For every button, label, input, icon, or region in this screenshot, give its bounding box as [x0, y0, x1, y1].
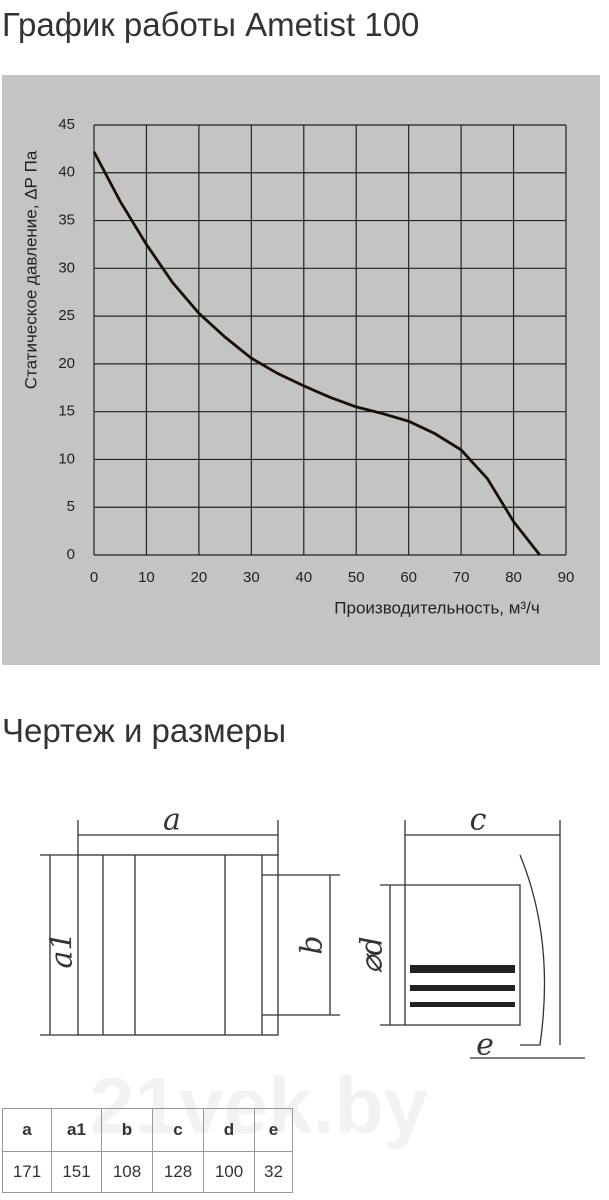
y-tick-label: 25 [58, 307, 75, 324]
x-tick-label: 30 [243, 569, 260, 586]
y-tick-label: 10 [58, 450, 75, 467]
x-tick-label: 10 [138, 569, 155, 586]
drawing [40, 820, 585, 1059]
y-tick-label: 20 [58, 355, 75, 372]
curve [92, 151, 541, 556]
table-cell: 171 [2, 1151, 52, 1193]
drawing-hatch [410, 965, 515, 1007]
x-tick-label: 20 [191, 569, 208, 586]
x-axis-label: Производительность, м³/ч [334, 598, 539, 617]
y-tick-label: 30 [58, 259, 75, 276]
chart-title: График работы Ametist 100 [2, 6, 420, 43]
table-header-cell: a1 [51, 1108, 102, 1152]
x-tick-label: 40 [295, 569, 312, 586]
table-cell: 100 [203, 1151, 255, 1193]
table-row: 171 151 108 128 100 32 [2, 1151, 293, 1193]
x-tick-label: 70 [453, 569, 470, 586]
x-tick-label: 80 [505, 569, 522, 586]
chart: Производительность, м³/ч Статическое дав… [2, 75, 600, 665]
table-header: a a1 b c d e [2, 1108, 293, 1152]
x-tick-label: 50 [348, 569, 365, 586]
y-tick-label: 0 [67, 546, 75, 563]
table-header-cell: b [101, 1108, 153, 1152]
table-header-cell: e [254, 1108, 293, 1152]
dimension-label: ⌀d [354, 936, 390, 974]
x-tick-label: 90 [558, 569, 575, 586]
table-cell: 128 [152, 1151, 204, 1193]
y-axis-label: Статическое давление, ΔР Па [21, 150, 40, 389]
x-tick-label: 60 [400, 569, 417, 586]
y-tick-label: 40 [58, 164, 75, 181]
table-header-cell: c [152, 1108, 204, 1152]
dimension-label: b [294, 935, 330, 955]
table-cell: 108 [101, 1151, 153, 1193]
table-header-cell: d [203, 1108, 255, 1152]
section-title: Чертеж и размеры [2, 712, 287, 749]
y-tick-label: 45 [58, 116, 75, 133]
x-tick-label: 0 [90, 569, 98, 586]
drawing-lines [40, 820, 585, 1059]
dimension-label: a [163, 802, 181, 838]
y-tick-label: 5 [67, 498, 75, 515]
table-cell: 151 [51, 1151, 102, 1193]
table-header-cell: a [2, 1108, 52, 1152]
dimension-label: a1 [44, 931, 80, 969]
dimension-label: e [476, 1027, 494, 1063]
y-tick-label: 15 [58, 403, 75, 420]
y-tick-label: 35 [58, 212, 75, 229]
table-cell: 32 [254, 1151, 293, 1193]
dimension-label: c [469, 802, 487, 838]
dimensions-table: a a1 b c d e 171 151 108 128 100 32 [2, 1108, 293, 1193]
